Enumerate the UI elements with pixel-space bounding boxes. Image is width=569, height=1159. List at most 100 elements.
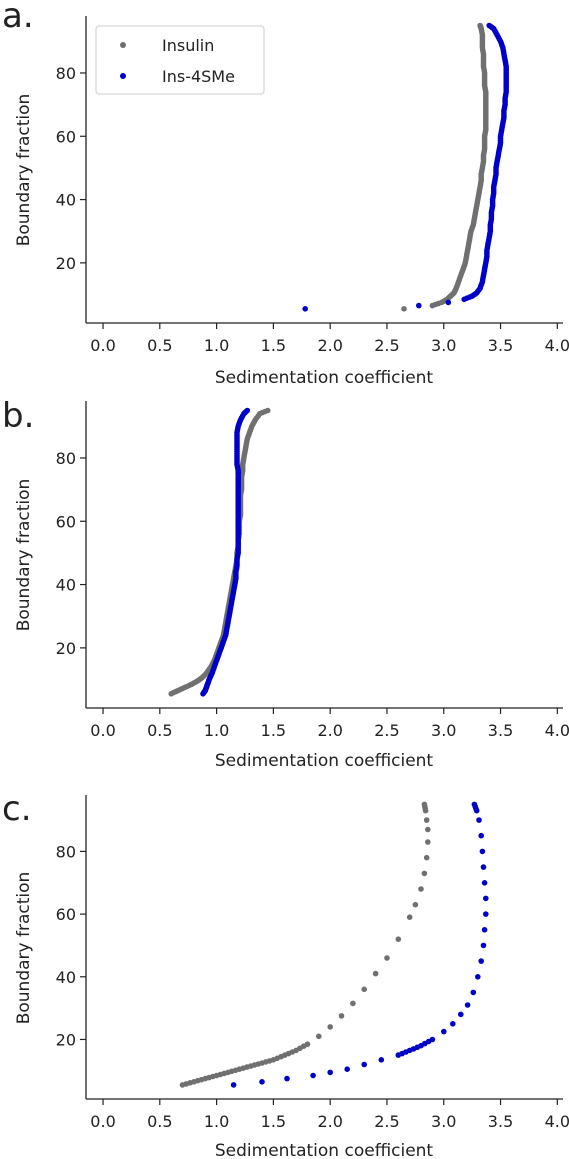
y-tick-label: 60 — [56, 127, 76, 146]
x-tick-label: 3.0 — [431, 721, 456, 740]
x-tick-label: 1.5 — [261, 1112, 286, 1131]
ins4sme-point — [302, 306, 309, 312]
panel-c-label: c. — [2, 789, 32, 829]
ins4sme-point — [470, 989, 477, 996]
panel-b-x-ticks: 0.0 0.5 1.0 1.5 2.0 2.5 3.0 3.5 4.0 — [90, 708, 569, 740]
x-tick-label: 3.0 — [431, 1112, 456, 1131]
x-tick-label: 2.5 — [374, 721, 399, 740]
x-tick-label: 1.0 — [204, 721, 229, 740]
legend-box — [95, 25, 265, 95]
insulin-point — [384, 955, 390, 961]
ins4sme-point — [284, 1075, 290, 1082]
y-tick-label: 40 — [56, 576, 76, 595]
x-tick-label: 2.5 — [374, 336, 399, 355]
y-tick-label: 40 — [56, 191, 76, 210]
ins4sme-point — [310, 1072, 316, 1079]
y-tick-label: 60 — [56, 512, 76, 531]
x-tick-label: 2.0 — [317, 721, 342, 740]
ins4sme-point — [479, 848, 486, 855]
panel-a-x-ticks: 0.0 0.5 1.0 1.5 2.0 2.5 3.0 3.5 4.0 — [90, 323, 569, 355]
ins4sme-point — [464, 1002, 471, 1008]
panel-c-y-axis-label: Boundary fraction — [14, 872, 34, 1025]
x-tick-label: 0.0 — [90, 336, 115, 355]
insulin-point — [406, 914, 413, 920]
x-tick-label: 1.0 — [204, 336, 229, 355]
panel-a-y-axis-label: Boundary fraction — [14, 94, 34, 247]
x-tick-label: 0.0 — [90, 1112, 115, 1131]
insulin-point — [316, 1033, 322, 1040]
x-tick-label: 3.5 — [488, 721, 513, 740]
x-tick-label: 0.5 — [147, 336, 172, 355]
panel-b-y-ticks: 20 40 60 80 — [56, 449, 86, 658]
legend-label-insulin: Insulin — [162, 36, 214, 55]
x-tick-label: 2.0 — [317, 1112, 342, 1131]
x-tick-label: 3.5 — [488, 1112, 513, 1131]
ins4sme-point — [327, 1069, 334, 1076]
panel-a-label: a. — [2, 0, 34, 36]
ins4sme-point — [259, 1079, 265, 1085]
ins4sme-point — [429, 1036, 436, 1043]
ins4sme-point — [458, 1011, 464, 1018]
ins4sme-point — [478, 958, 485, 964]
y-tick-label: 60 — [56, 905, 76, 924]
panel-a-x-axis-label: Sedimentation coefficient — [215, 368, 434, 388]
insulin-point — [477, 22, 483, 29]
x-tick-label: 1.0 — [204, 1112, 229, 1131]
insulin-point — [412, 901, 419, 908]
panel-c: c. 0.0 0.5 1.0 1.5 2.0 2.5 3.0 3.5 4.0 20406080 … — [2, 789, 569, 1159]
ins4sme-point — [486, 22, 493, 29]
ins4sme-point — [445, 299, 452, 306]
insulin-point — [401, 306, 407, 312]
panel-a: a. 0.0 0.5 1.0 1.5 2.0 2.5 3.0 3.5 4.0 20406080 … — [2, 0, 569, 388]
x-tick-label: 3.5 — [488, 336, 513, 355]
insulin-point — [350, 1000, 356, 1007]
ins4sme-point — [378, 1057, 385, 1063]
y-tick-label: 80 — [56, 449, 76, 468]
insulin-point — [327, 1024, 334, 1030]
panel-c-x-ticks: 0.0 0.5 1.0 1.5 2.0 2.5 3.0 3.5 4.0 — [90, 1099, 569, 1131]
panel-c-y-ticks: 20 40 60 80 — [56, 842, 86, 1049]
y-tick-label: 80 — [56, 842, 76, 861]
x-tick-label: 0.5 — [147, 1112, 172, 1131]
x-tick-label: 2.0 — [317, 336, 342, 355]
y-tick-label: 80 — [56, 64, 76, 83]
panel-b: b. 0.0 0.5 1.0 1.5 2.0 2.5 3.0 3.5 4.0 20406080 … — [2, 396, 569, 771]
x-tick-label: 2.5 — [374, 1112, 399, 1131]
ins4sme-point — [480, 864, 487, 870]
ins4sme-point — [450, 1021, 456, 1027]
x-tick-label: 4.0 — [545, 721, 569, 740]
legend-marker-insulin — [120, 42, 126, 48]
ins4sme-point — [344, 1066, 351, 1072]
x-tick-label: 0.5 — [147, 721, 172, 740]
ins4sme-point — [361, 1061, 368, 1068]
panel-b-label: b. — [2, 396, 34, 436]
y-tick-label: 20 — [56, 254, 76, 273]
x-tick-label: 3.0 — [431, 336, 456, 355]
ins4sme-point — [481, 927, 488, 933]
ins4sme-point — [475, 974, 481, 980]
panel-b-y-axis-label: Boundary fraction — [14, 479, 34, 632]
ins4sme-point — [441, 1028, 447, 1035]
ins4sme-point — [230, 1082, 237, 1088]
ins4sme-point — [416, 302, 422, 309]
ins4sme-point — [483, 895, 489, 902]
insulin-point — [423, 817, 430, 823]
ins4sme-point — [471, 801, 478, 808]
panel-a-plot — [302, 22, 510, 312]
insulin-point — [304, 1041, 311, 1047]
insulin-point — [395, 936, 402, 942]
insulin-point — [423, 854, 430, 861]
ins4sme-point — [480, 942, 487, 949]
x-tick-label: 1.5 — [261, 721, 286, 740]
panel-b-x-axis-label: Sedimentation coefficient — [215, 751, 434, 771]
x-tick-label: 1.5 — [261, 336, 286, 355]
y-tick-label: 20 — [56, 1030, 76, 1049]
insulin-point — [361, 986, 368, 993]
legend-marker-ins4sme — [120, 73, 126, 79]
x-tick-label: 4.0 — [545, 1112, 569, 1131]
y-tick-label: 40 — [56, 968, 76, 987]
y-tick-label: 20 — [56, 639, 76, 658]
x-tick-label: 0.0 — [90, 721, 115, 740]
ins4sme-point — [244, 407, 251, 414]
